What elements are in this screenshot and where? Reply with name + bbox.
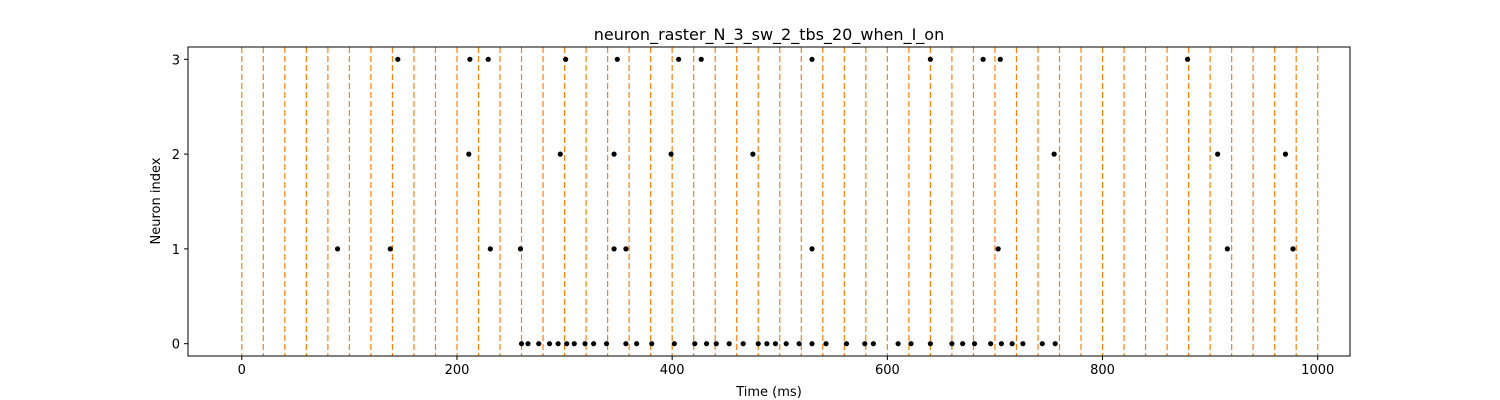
spike-point [623, 246, 629, 252]
spike-point [582, 341, 588, 347]
spike-point [1052, 341, 1058, 347]
y-tick-label: 1 [172, 243, 180, 258]
x-tick-label: 400 [660, 363, 685, 378]
spike-point [1039, 341, 1045, 347]
spike-point [895, 341, 901, 347]
spike-point [525, 341, 531, 347]
spike-point [960, 341, 966, 347]
spike-point [927, 56, 933, 62]
spike-point [1184, 56, 1191, 62]
y-tick-label: 0 [172, 338, 180, 353]
spike-point [998, 341, 1005, 347]
spike-point [1290, 246, 1296, 252]
spike-point [809, 341, 815, 347]
spike-point [870, 341, 876, 347]
spike-point [971, 341, 978, 347]
spike-point [764, 341, 770, 347]
spike-point [518, 341, 525, 347]
spike-point [634, 341, 640, 347]
spike-point [671, 341, 677, 347]
y-axis-ticks: 0 1 2 3 [172, 53, 188, 353]
spike-point [555, 341, 561, 347]
y-axis-label: Neuron index [149, 157, 164, 244]
spike-point [387, 246, 393, 252]
spike-point [623, 341, 629, 347]
spike-point [726, 341, 732, 347]
spike-point [750, 151, 756, 157]
spike-point [703, 341, 710, 347]
plot-frame [187, 46, 1351, 357]
spike-point [692, 341, 698, 347]
spike-point [603, 341, 610, 347]
spike-point [564, 341, 570, 347]
spike-point [908, 341, 914, 347]
spike-point [772, 341, 779, 347]
spike-point [740, 341, 746, 347]
x-axis-ticks: 0 200 400 600 800 1000 [238, 356, 1334, 378]
spike-point [395, 56, 401, 62]
spike-point [949, 341, 955, 347]
spike-point [1051, 151, 1057, 157]
spike-point [487, 246, 493, 252]
spike-point [862, 341, 868, 347]
spike-point [997, 56, 1003, 62]
spike-point [713, 341, 719, 347]
spike-point [466, 151, 472, 157]
spike-point [334, 246, 341, 252]
stimulus-lines [241, 47, 1319, 356]
y-tick-label: 3 [172, 53, 180, 68]
spike-point [668, 151, 674, 157]
spike-point [1020, 341, 1026, 347]
spike-point [809, 56, 815, 62]
x-tick-label: 1000 [1301, 363, 1334, 378]
spike-point [676, 56, 682, 62]
spike-point [563, 56, 569, 62]
spike-point [980, 56, 986, 62]
spike-point [591, 341, 597, 347]
spike-point [517, 246, 524, 252]
x-tick-label: 200 [445, 363, 470, 378]
spike-point [995, 246, 1001, 252]
spike-point [823, 341, 829, 347]
spike-point [649, 341, 655, 347]
spike-point [467, 56, 473, 62]
spike-point [927, 341, 933, 347]
spike-point [536, 341, 542, 347]
x-tick-label: 800 [1090, 363, 1115, 378]
y-tick-label: 2 [172, 148, 180, 163]
spike-point [485, 56, 491, 62]
spike-point [755, 341, 761, 347]
x-axis-label: Time (ms) [735, 385, 802, 400]
spike-point [988, 341, 994, 347]
spike-point [1215, 151, 1221, 157]
spike-point [698, 56, 704, 62]
spike-point [843, 341, 850, 347]
spike-point [1009, 341, 1015, 347]
x-tick-label: 600 [875, 363, 900, 378]
spike-point [571, 341, 577, 347]
spike-point [783, 341, 789, 347]
spike-points [334, 56, 1296, 347]
spike-point [1282, 151, 1289, 157]
chart-title: neuron_raster_N_3_sw_2_tbs_20_when_I_on [594, 25, 944, 45]
spike-point [611, 246, 617, 252]
x-tick-label: 0 [238, 363, 246, 378]
spike-point [796, 341, 802, 347]
spike-point [614, 56, 620, 62]
spike-point [546, 341, 553, 347]
spike-point [611, 151, 617, 157]
spike-point [1224, 246, 1230, 252]
spike-point [809, 246, 815, 252]
spike-point [557, 151, 563, 157]
